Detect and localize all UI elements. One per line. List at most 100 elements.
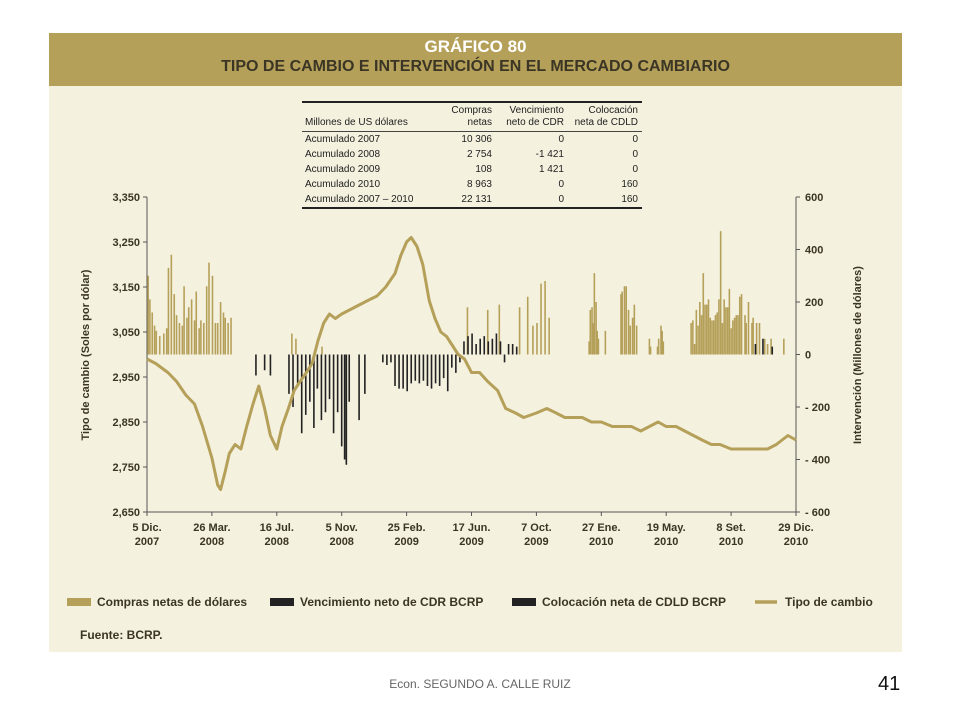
x-tick-label: 16 Jul.	[260, 522, 294, 534]
vencimiento-cdr-bar	[410, 354, 413, 384]
x-tick-label: 5 Nov.	[326, 522, 358, 534]
compras-netas-bar	[592, 323, 594, 355]
compras-netas-bar	[230, 317, 232, 355]
compras-netas-bar	[751, 323, 753, 355]
legend-swatch	[512, 598, 536, 606]
compras-netas-bar	[758, 323, 761, 355]
compras-netas-bar	[707, 299, 710, 355]
vencimiento-cdr-bar	[426, 354, 429, 386]
compras-netas-bar	[662, 341, 665, 355]
x-tick-label: 2010	[589, 536, 613, 548]
compras-netas-bar	[186, 317, 188, 355]
compras-netas-bar	[733, 317, 736, 355]
compras-netas-bar	[661, 330, 663, 355]
compras-netas-bar	[540, 283, 542, 355]
y-left-axis-title: Tipo de cambio (Soles por dólar)	[80, 269, 92, 440]
compras-netas-bar	[726, 307, 729, 355]
compras-netas-bar	[740, 294, 743, 355]
vencimiento-cdr-bar	[459, 354, 461, 363]
chart-number: GRÁFICO 80	[424, 37, 527, 56]
x-tick-label: 26 Mar.	[193, 522, 230, 534]
compras-netas-bar	[714, 315, 717, 355]
compras-netas-bar	[211, 275, 214, 355]
vencimiento-cdr-bar	[382, 354, 384, 363]
vencimiento-cdr-bar	[507, 344, 510, 355]
compras-netas-bar	[732, 320, 734, 355]
table-row: Acumulado 2007 10 306 0 0	[302, 132, 642, 148]
compras-netas-bar	[745, 323, 747, 355]
compras-netas-bar	[158, 336, 161, 355]
right-tick-label: - 400	[805, 455, 830, 467]
compras-netas-bar	[763, 338, 766, 355]
summary-header-cell: Millones de US dólares	[302, 101, 434, 132]
table-cell: 0	[632, 164, 638, 175]
colocacion-cdld-bar	[771, 346, 774, 355]
compras-netas-bar	[178, 323, 181, 355]
compras-netas-bar	[737, 315, 739, 355]
table-row: Acumulado 2010 8 963 0 160	[302, 177, 642, 192]
compras-netas-bar	[593, 273, 596, 355]
compras-netas-bar	[635, 325, 638, 355]
x-tick-label: 25 Feb.	[388, 522, 426, 534]
compras-netas-bar	[589, 309, 592, 355]
compras-netas-bar	[783, 338, 785, 355]
vencimiento-cdr-bar	[316, 354, 319, 389]
right-tick-label: 400	[805, 245, 823, 257]
compras-netas-bar	[629, 325, 632, 355]
legend-label: Compras netas de dólares	[97, 595, 247, 609]
compras-netas-bar	[181, 325, 184, 355]
x-tick-label: 19 May.	[647, 522, 686, 534]
compras-netas-bar	[205, 286, 208, 355]
compras-netas-bar	[198, 328, 200, 355]
compras-netas-bar	[597, 338, 600, 355]
compras-netas-bar	[208, 262, 210, 355]
vencimiento-cdr-bar	[499, 341, 502, 355]
compras-netas-bar	[697, 325, 699, 355]
x-tick-label: 2007	[135, 536, 159, 548]
compras-netas-bar	[702, 273, 705, 355]
vencimiento-cdr-bar	[483, 336, 486, 355]
compras-netas-bar	[631, 317, 634, 355]
compras-netas-bar	[716, 312, 718, 355]
compras-netas-bar	[183, 286, 185, 355]
table-cell: Acumulado 2007 – 2010	[302, 192, 434, 209]
left-tick-label: 3,350	[112, 192, 140, 204]
compras-netas-bar	[730, 328, 732, 355]
compras-netas-bar	[738, 296, 741, 355]
vencimiento-cdr-bar	[263, 354, 266, 371]
vencimiento-cdr-bar	[343, 354, 346, 460]
vencimiento-cdr-bar	[422, 354, 425, 381]
vencimiento-cdr-bar	[455, 354, 457, 373]
table-cell: 0	[558, 134, 564, 145]
x-tick-label: 2010	[719, 536, 743, 548]
summary-header-cell: Colocación neta de CDLD	[568, 101, 642, 132]
x-tick-label: 5 Dic.	[132, 522, 161, 534]
vencimiento-cdr-bar	[332, 354, 335, 434]
vencimiento-cdr-bar	[304, 354, 307, 415]
compras-netas-bar	[721, 323, 724, 355]
table-row: Acumulado 2007 – 2010 22 131 0 160	[302, 192, 642, 209]
x-tick-label: 2008	[200, 536, 224, 548]
vencimiento-cdr-bar	[328, 354, 331, 400]
left-tick-label: 2,950	[112, 372, 140, 384]
left-tick-label: 2,850	[112, 417, 140, 429]
compras-netas-bar	[532, 325, 534, 355]
chart-header: GRÁFICO 80 TIPO DE CAMBIO E INTERVENCIÓN…	[49, 33, 902, 86]
table-cell: -1 421	[535, 149, 564, 160]
table-cell: Acumulado 2008	[305, 149, 381, 160]
compras-netas-bar	[486, 309, 489, 355]
compras-netas-bar	[544, 281, 546, 355]
table-cell: 160	[621, 179, 638, 190]
vencimiento-cdr-bar	[414, 354, 417, 381]
x-tick-label: 2009	[394, 536, 418, 548]
compras-netas-bar	[202, 323, 205, 355]
compras-netas-bar	[518, 307, 521, 355]
compras-netas-bar	[151, 312, 154, 355]
table-cell: Acumulado 2007	[305, 134, 381, 145]
vencimiento-cdr-bar	[406, 354, 408, 392]
compras-netas-bar	[227, 323, 229, 355]
vencimiento-cdr-bar	[288, 354, 290, 394]
right-tick-label: - 600	[805, 507, 830, 519]
vencimiento-cdr-bar	[269, 354, 272, 376]
compras-netas-bar	[657, 338, 660, 355]
